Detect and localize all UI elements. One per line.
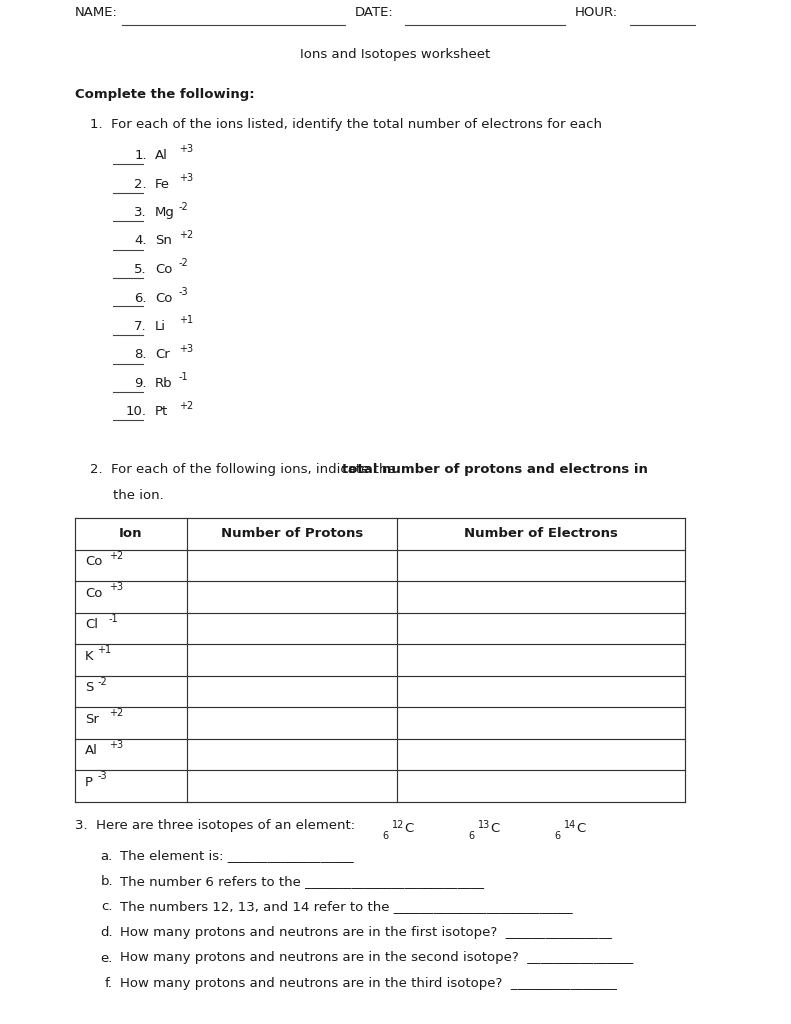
Text: 1.: 1. (134, 150, 147, 162)
Text: Mg: Mg (155, 206, 175, 219)
Text: 2.  For each of the following ions, indicate the: 2. For each of the following ions, indic… (90, 463, 400, 476)
Text: the ion.: the ion. (113, 489, 164, 502)
Text: C: C (576, 821, 585, 835)
Text: 7.: 7. (134, 319, 147, 333)
Text: +2: +2 (179, 230, 193, 240)
Text: b.: b. (100, 874, 113, 888)
Text: total number of protons and electrons in: total number of protons and electrons in (342, 463, 648, 476)
Text: 13: 13 (478, 819, 490, 829)
Text: Co: Co (85, 587, 102, 600)
Text: Pt: Pt (155, 406, 168, 419)
Text: -3: -3 (179, 287, 188, 297)
Text: 8.: 8. (134, 348, 147, 361)
Text: 3.: 3. (134, 206, 147, 219)
Text: +2: +2 (179, 401, 193, 411)
Text: Al: Al (155, 150, 168, 162)
Text: P: P (85, 776, 93, 788)
Text: C: C (490, 821, 499, 835)
Text: Al: Al (85, 744, 98, 758)
Text: Sn: Sn (155, 234, 172, 248)
Text: +2: +2 (109, 551, 123, 561)
Text: The number 6 refers to the ___________________________: The number 6 refers to the _____________… (120, 874, 484, 888)
Text: The numbers 12, 13, and 14 refer to the ___________________________: The numbers 12, 13, and 14 refer to the … (120, 900, 573, 913)
Text: Ion: Ion (119, 527, 142, 541)
Text: 2.: 2. (134, 177, 147, 190)
Text: How many protons and neutrons are in the third isotope?  ________________: How many protons and neutrons are in the… (120, 977, 617, 990)
Text: C: C (404, 821, 413, 835)
Text: -3: -3 (97, 771, 107, 781)
Text: K: K (85, 650, 93, 663)
Text: 6: 6 (554, 831, 560, 841)
Text: 9.: 9. (134, 377, 147, 390)
Text: -1: -1 (179, 373, 188, 383)
Text: +3: +3 (179, 344, 193, 354)
Text: Cr: Cr (155, 348, 170, 361)
Text: How many protons and neutrons are in the second isotope?  ________________: How many protons and neutrons are in the… (120, 951, 634, 965)
Text: e.: e. (100, 951, 113, 965)
Text: -1: -1 (109, 613, 119, 624)
Text: +3: +3 (109, 739, 123, 750)
Text: f.: f. (105, 977, 113, 990)
Text: Number of Electrons: Number of Electrons (464, 527, 618, 541)
Text: Ions and Isotopes worksheet: Ions and Isotopes worksheet (301, 48, 490, 61)
Text: 14: 14 (564, 819, 577, 829)
Text: +3: +3 (179, 173, 193, 183)
Text: -2: -2 (179, 258, 188, 268)
Text: a.: a. (100, 850, 113, 862)
Text: 6: 6 (468, 831, 474, 841)
Text: Fe: Fe (155, 177, 170, 190)
Text: +3: +3 (179, 144, 193, 155)
Text: NAME:: NAME: (75, 6, 118, 19)
Text: 6.: 6. (134, 292, 147, 304)
Text: -2: -2 (97, 677, 107, 687)
Text: +2: +2 (109, 709, 123, 718)
Text: S: S (85, 681, 93, 694)
Text: +1: +1 (97, 645, 112, 655)
Text: Co: Co (155, 292, 172, 304)
Text: -2: -2 (179, 202, 188, 212)
Text: +3: +3 (109, 583, 123, 592)
Text: d.: d. (100, 926, 113, 939)
Text: 1.  For each of the ions listed, identify the total number of electrons for each: 1. For each of the ions listed, identify… (90, 118, 602, 131)
Text: Complete the following:: Complete the following: (75, 88, 255, 101)
Text: +1: +1 (179, 315, 193, 326)
Text: Co: Co (85, 555, 102, 568)
Text: 12: 12 (392, 819, 404, 829)
Text: The element is: ___________________: The element is: ___________________ (120, 850, 354, 862)
Text: 5.: 5. (134, 263, 147, 276)
Text: 4.: 4. (134, 234, 147, 248)
Text: How many protons and neutrons are in the first isotope?  ________________: How many protons and neutrons are in the… (120, 926, 611, 939)
Text: 6: 6 (382, 831, 388, 841)
Text: Cl: Cl (85, 618, 98, 631)
Text: HOUR:: HOUR: (575, 6, 618, 19)
Text: Number of Protons: Number of Protons (221, 527, 363, 541)
Text: Li: Li (155, 319, 166, 333)
Text: Rb: Rb (155, 377, 172, 390)
Text: Co: Co (155, 263, 172, 276)
Text: Sr: Sr (85, 713, 99, 726)
Text: DATE:: DATE: (355, 6, 394, 19)
Text: 3.  Here are three isotopes of an element:: 3. Here are three isotopes of an element… (75, 818, 355, 831)
Text: 10.: 10. (126, 406, 147, 419)
Text: c.: c. (101, 900, 113, 913)
